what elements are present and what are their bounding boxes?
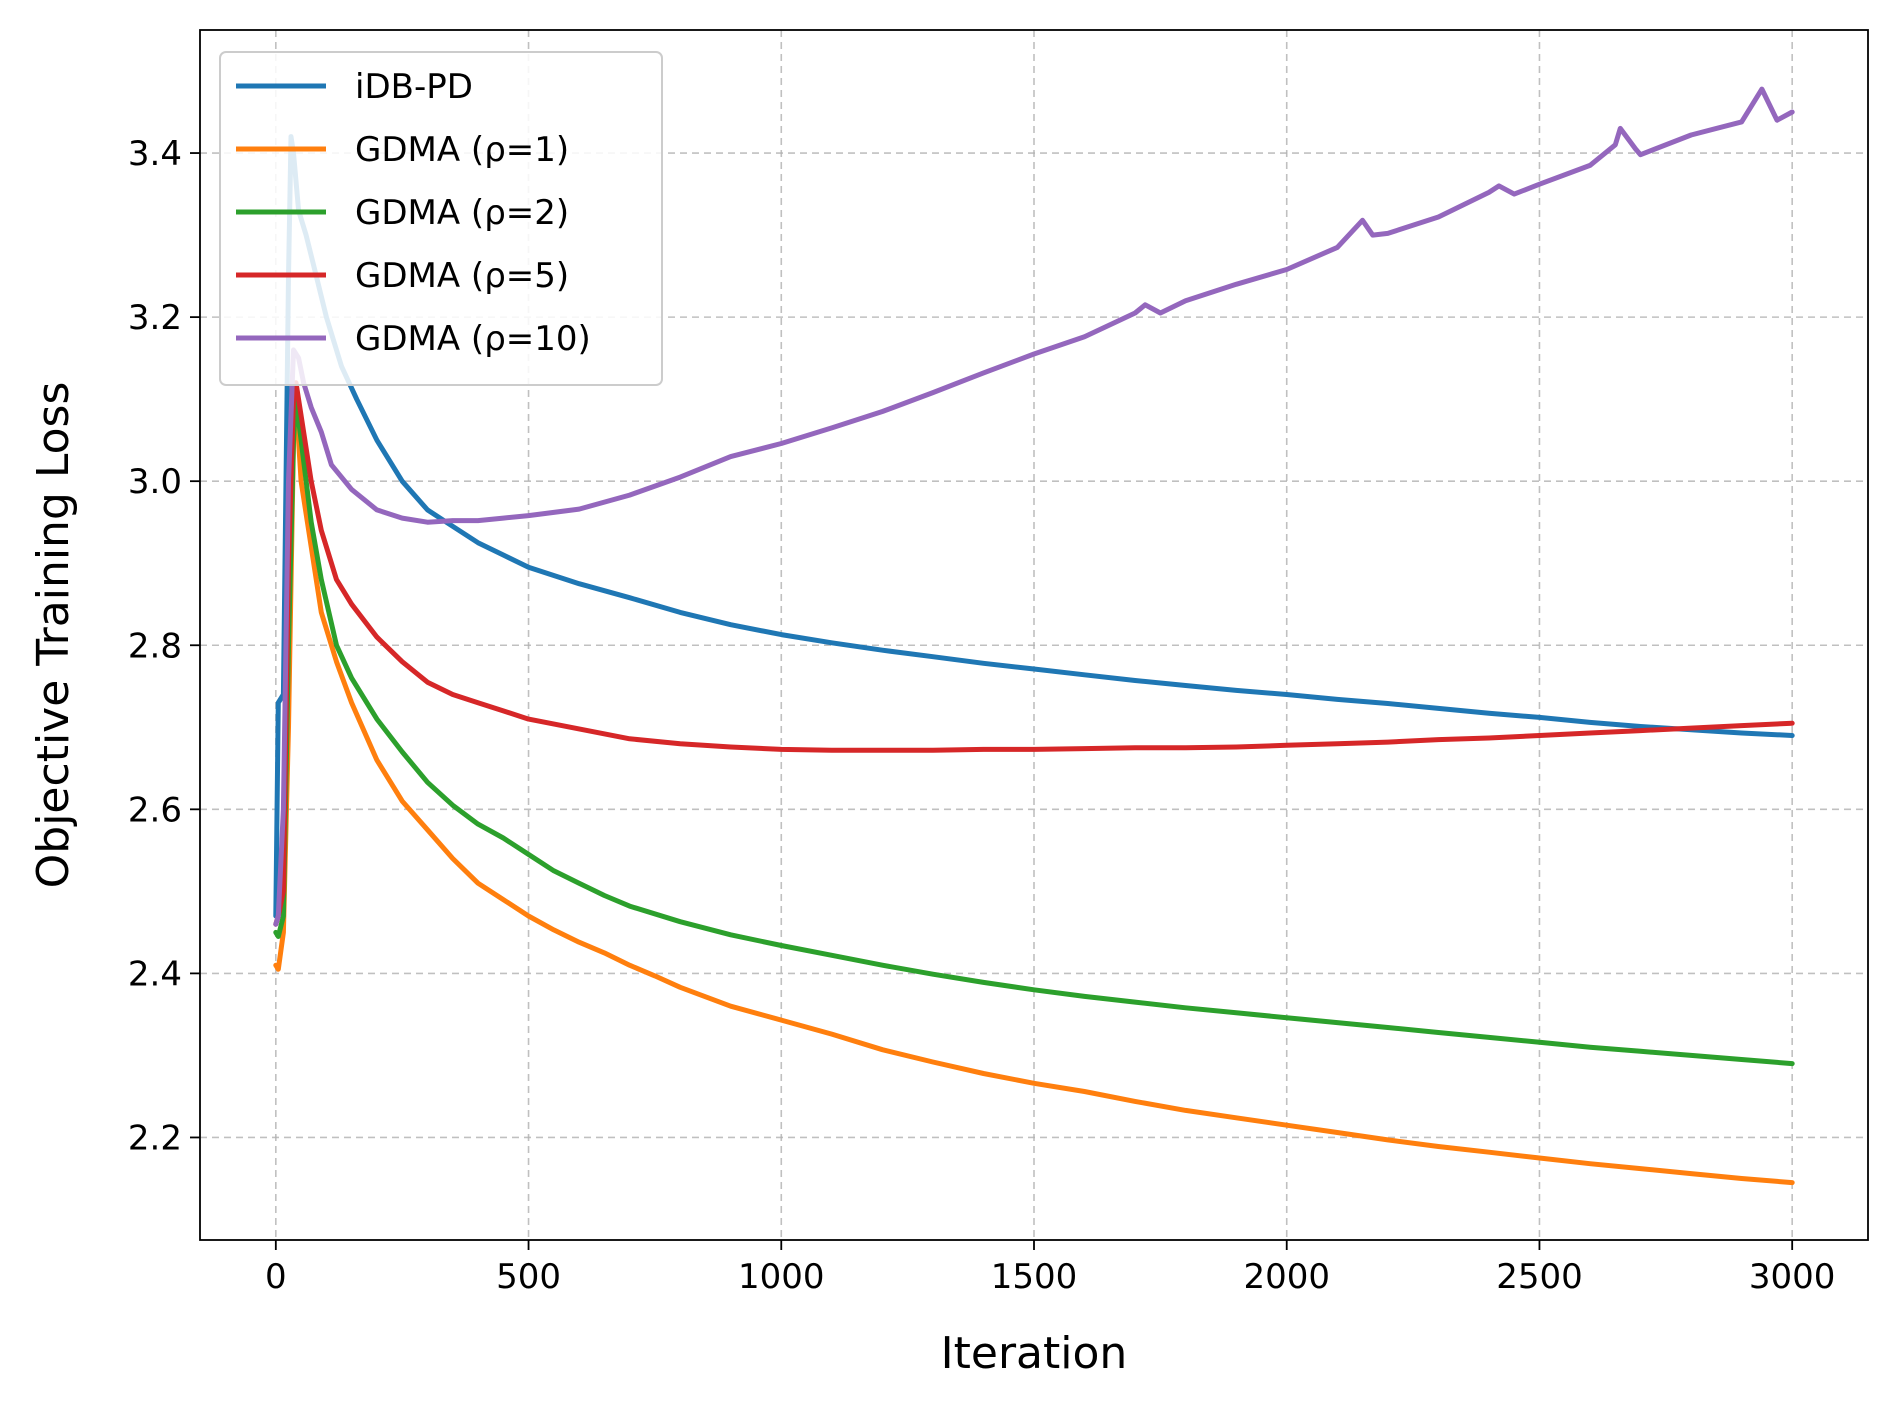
series-line — [273, 86, 1795, 927]
axis-ticks: 0 500 1000 1500 2000 2500 3000 2.2 2.4 2.6 2.8 3.0 3… — [128, 134, 1836, 1297]
series-line — [273, 396, 1795, 1186]
x-tick-label: 0 — [265, 1257, 287, 1297]
legend-label: iDB-PD — [355, 67, 473, 107]
y-tick-label: 3.2 — [128, 298, 182, 338]
series-line — [273, 396, 1795, 1067]
y-tick-label: 3.0 — [128, 462, 182, 502]
x-tick-label: 2500 — [1496, 1257, 1583, 1297]
legend-label: GDMA (ρ=2) — [355, 193, 569, 233]
x-tick-label: 3000 — [1749, 1257, 1836, 1297]
y-tick-label: 2.4 — [128, 954, 182, 994]
x-tick-label: 1500 — [991, 1257, 1078, 1297]
legend-label: GDMA (ρ=10) — [355, 319, 591, 359]
legend-box — [219, 51, 663, 386]
y-axis-label: Objective Training Loss — [28, 382, 79, 889]
legend-items: iDB-PD GDMA (ρ=1) GDMA (ρ=2) GDMA (ρ=5) GDMA… — [236, 67, 591, 359]
x-tick-label: 1000 — [738, 1257, 825, 1297]
y-tick-label: 2.8 — [128, 626, 182, 666]
x-axis-label: Iteration — [941, 1328, 1128, 1379]
y-tick-label: 2.2 — [128, 1118, 182, 1158]
y-tick-label: 3.4 — [128, 134, 182, 174]
legend-label: GDMA (ρ=1) — [355, 130, 569, 170]
x-tick-label: 2000 — [1243, 1257, 1330, 1297]
x-tick-label: 500 — [496, 1257, 561, 1297]
legend-label: GDMA (ρ=5) — [355, 256, 569, 296]
y-tick-label: 2.6 — [128, 790, 182, 830]
legend: iDB-PD GDMA (ρ=1) GDMA (ρ=2) GDMA (ρ=5) GDMA… — [219, 51, 663, 386]
series-line — [273, 380, 1795, 927]
